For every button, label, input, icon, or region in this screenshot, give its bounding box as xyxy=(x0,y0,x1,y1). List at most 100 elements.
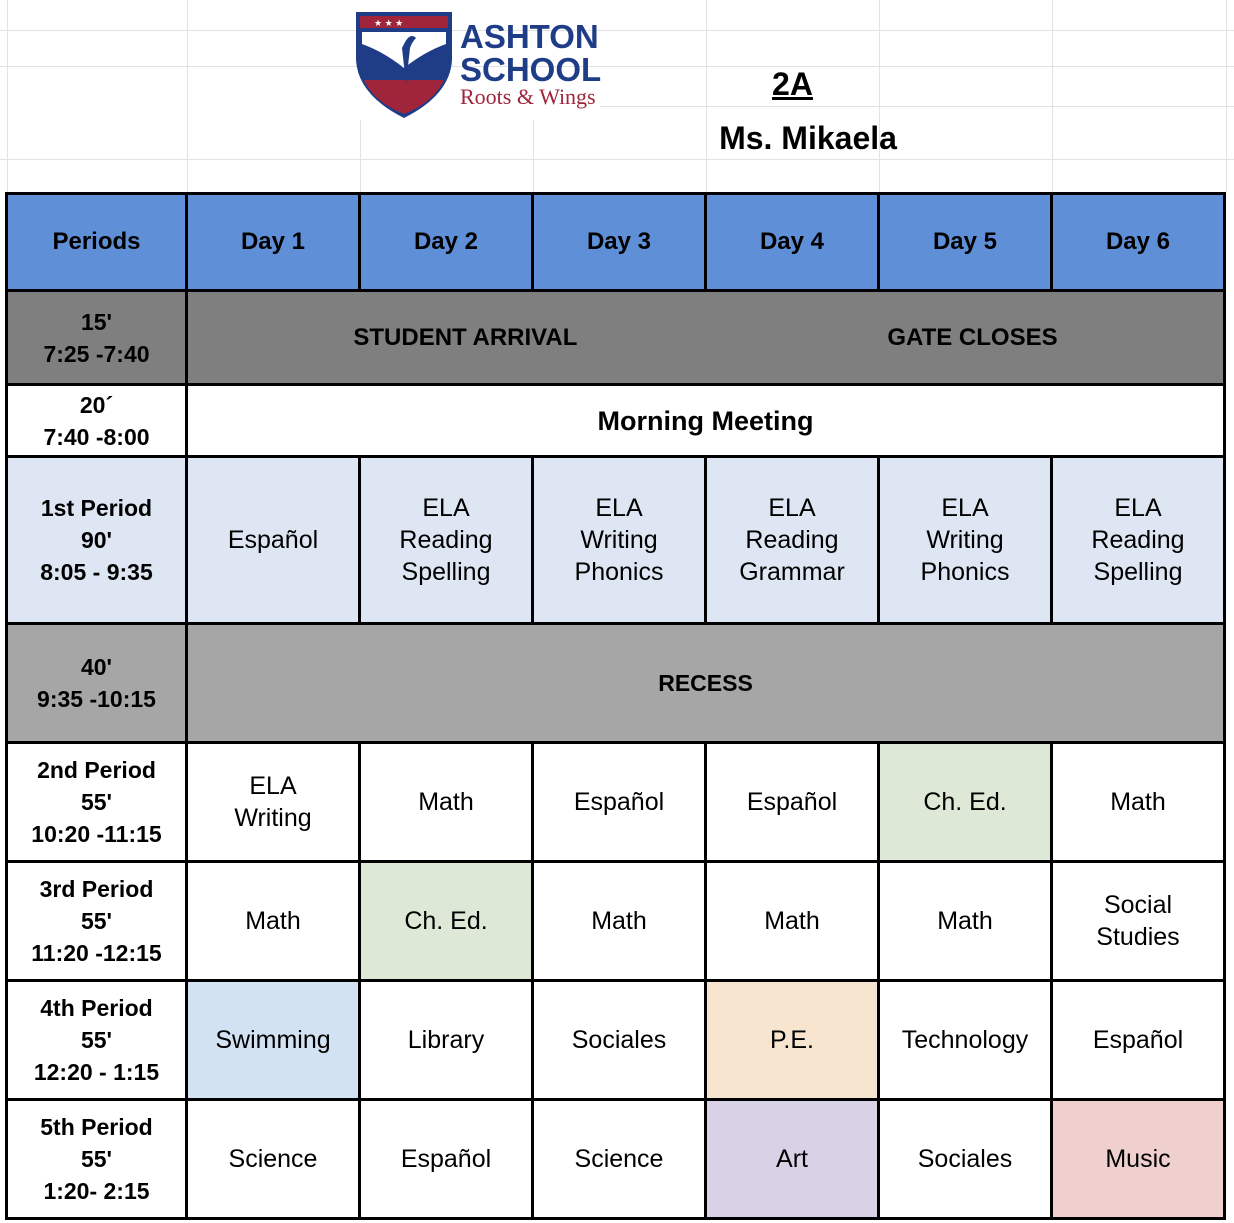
cell-line: 4th Period xyxy=(40,995,153,1021)
cell-line: ELA xyxy=(422,494,470,522)
cell-line: 1st Period xyxy=(40,495,153,521)
class-cell: ELA Writing Phonics xyxy=(877,455,1053,625)
cell-line: Sociales xyxy=(917,1145,1013,1173)
cell-line: 8:05 - 9:35 xyxy=(40,559,153,585)
class-cell: Math xyxy=(185,860,361,982)
class-cell: Español xyxy=(1050,979,1226,1101)
class-cell: ELA Reading Spelling xyxy=(358,455,534,625)
recess-row: 40' 9:35 -10:15 RECESS xyxy=(5,622,1226,744)
class-cell: Library xyxy=(358,979,534,1101)
cell-line: ELA xyxy=(941,494,989,522)
cell-line: 10:20 -11:15 xyxy=(31,821,162,847)
first-period-row: 1st Period 90' 8:05 - 9:35 Español ELA Readin… xyxy=(5,455,1226,625)
class-cell: Español xyxy=(531,741,707,863)
class-cell: Math xyxy=(704,860,880,982)
school-tagline: Roots & Wings xyxy=(460,84,596,109)
school-name-line2: SCHOOL xyxy=(460,51,602,88)
period-cell: 20´ 7:40 -8:00 xyxy=(5,383,188,458)
class-cell: Math xyxy=(1050,741,1226,863)
period-cell: 40' 9:35 -10:15 xyxy=(5,622,188,744)
class-cell: ELA Reading Grammar xyxy=(704,455,880,625)
cell-line: 2nd Period xyxy=(37,757,156,783)
class-cell: ELA Writing Phonics xyxy=(531,455,707,625)
cell-line: Phonics xyxy=(574,558,664,586)
cell-line: Spelling xyxy=(1093,558,1183,586)
column-header: Day 5 xyxy=(877,192,1053,292)
school-name: ASHTON SCHOOL xyxy=(460,20,601,86)
cell-line: Math xyxy=(418,788,474,816)
class-cell: Math xyxy=(531,860,707,982)
cell-line: 1:20- 2:15 xyxy=(43,1178,150,1204)
class-cell: Español xyxy=(704,741,880,863)
cell-line: Sociales xyxy=(571,1026,667,1054)
class-cell: Swimming xyxy=(185,979,361,1101)
cell-line: Math xyxy=(937,907,993,935)
class-cell: Science xyxy=(531,1098,707,1220)
cell-line: Español xyxy=(573,788,665,816)
period-cell: 4th Period 55' 12:20 - 1:15 xyxy=(5,979,188,1101)
period-cell: 3rd Period 55' 11:20 -12:15 xyxy=(5,860,188,982)
cell-line: ELA xyxy=(249,772,297,800)
class-cell: ELA Writing xyxy=(185,741,361,863)
cell-line: Phonics xyxy=(920,558,1010,586)
cell-line: Math xyxy=(764,907,820,935)
cell-line: Spelling xyxy=(401,558,491,586)
cell-line: Library xyxy=(407,1026,485,1054)
cell-line: 55' xyxy=(80,908,113,934)
school-logo: ★ ★ ★ ASHTON SCHOOL Roots & Wings xyxy=(354,10,604,120)
morning-meeting-cell: Morning Meeting xyxy=(185,383,1226,458)
class-cell: Math xyxy=(358,741,534,863)
cell-line: 15' xyxy=(80,308,113,335)
student-arrival-label: STUDENT ARRIVAL xyxy=(353,323,578,351)
cell-line: Swimming xyxy=(215,1026,331,1054)
class-cell: Ch. Ed. xyxy=(358,860,534,982)
class-cell: Español xyxy=(358,1098,534,1220)
class-cell: ELA Reading Spelling xyxy=(1050,455,1226,625)
period-row: 5th Period 55' 1:20- 2:15 Science Español Sci… xyxy=(5,1098,1226,1220)
morning-meeting-row: 20´ 7:40 -8:00 Morning Meeting xyxy=(5,383,1226,458)
header-row: Periods Day 1 Day 2 Day 3 Day 4 Day 5 Day 6 xyxy=(5,192,1226,292)
period-cell: 5th Period 55' 1:20- 2:15 xyxy=(5,1098,188,1220)
cell-line: 7:25 -7:40 xyxy=(43,340,150,367)
column-header: Periods xyxy=(5,192,188,292)
cell-line: 20´ xyxy=(79,391,114,418)
cell-line: P.E. xyxy=(769,1026,815,1054)
class-cell: Art xyxy=(704,1098,880,1220)
cell-line: Español xyxy=(227,526,319,554)
cell-line: Social xyxy=(1103,891,1173,919)
class-cell: Sociales xyxy=(531,979,707,1101)
class-cell: Sociales xyxy=(877,1098,1053,1220)
school-name-line1: ASHTON xyxy=(460,18,599,55)
cell-line: 55' xyxy=(80,1146,113,1172)
class-cell: P.E. xyxy=(704,979,880,1101)
class-cell: Español xyxy=(185,455,361,625)
svg-text:★ ★ ★: ★ ★ ★ xyxy=(374,18,403,28)
cell-line: Math xyxy=(591,907,647,935)
cell-line: Reading xyxy=(399,526,493,554)
cell-line: 12:20 - 1:15 xyxy=(33,1059,160,1085)
cell-line: Ch. Ed. xyxy=(923,788,1007,816)
cell-line: 55' xyxy=(80,789,113,815)
period-row: 4th Period 55' 12:20 - 1:15 Swimming Library… xyxy=(5,979,1226,1101)
gate-closes-label: GATE CLOSES xyxy=(887,323,1058,351)
arrival-row: 15' 7:25 -7:40 STUDENT ARRIVAL GATE CLOSES xyxy=(5,289,1226,386)
arrival-cell: STUDENT ARRIVAL GATE CLOSES xyxy=(185,289,1226,386)
column-header: Day 1 xyxy=(185,192,361,292)
cell-line: ELA xyxy=(595,494,643,522)
cell-line: Art xyxy=(776,1145,808,1173)
cell-line: Science xyxy=(574,1145,664,1173)
class-cell: Social Studies xyxy=(1050,860,1226,982)
cell-line: 90' xyxy=(80,527,113,553)
column-header: Day 6 xyxy=(1050,192,1226,292)
cell-line: 40' xyxy=(80,654,113,680)
period-row: 3rd Period 55' 11:20 -12:15 Math Ch. Ed. Math… xyxy=(5,860,1226,982)
column-header: Day 3 xyxy=(531,192,707,292)
cell-line: 11:20 -12:15 xyxy=(31,940,162,966)
cell-line: ELA xyxy=(768,494,816,522)
column-header: Day 4 xyxy=(704,192,880,292)
cell-line: Technology xyxy=(901,1026,1029,1054)
recess-cell: RECESS xyxy=(185,622,1226,744)
class-cell: Science xyxy=(185,1098,361,1220)
class-cell: Music xyxy=(1050,1098,1226,1220)
column-header: Day 2 xyxy=(358,192,534,292)
